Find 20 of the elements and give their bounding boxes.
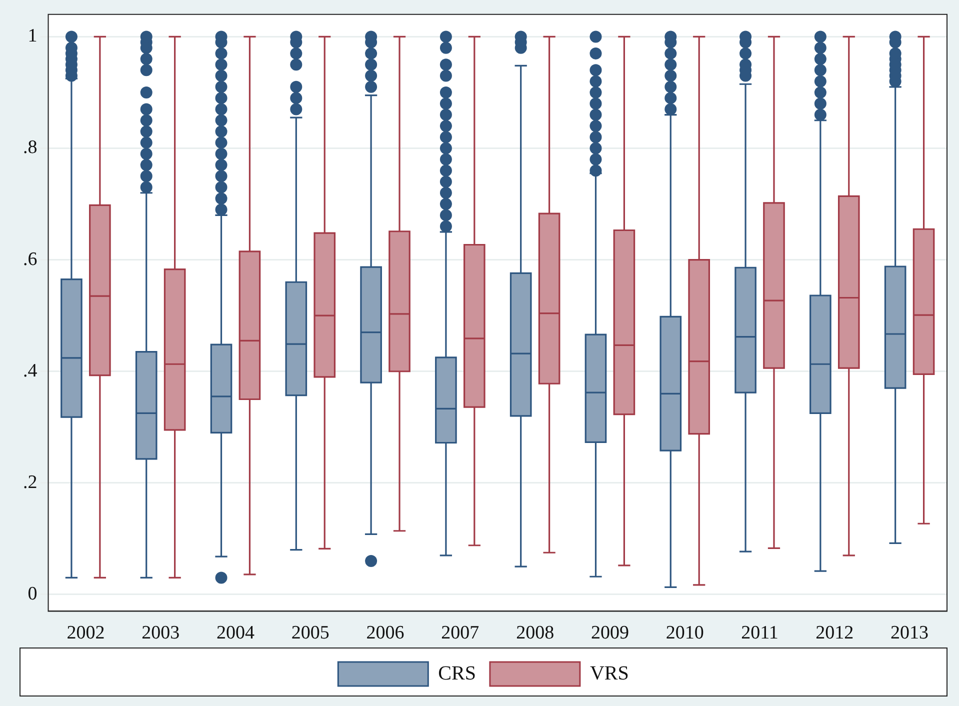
y-tick-label: 1: [28, 26, 38, 47]
x-tick-label: 2013: [890, 622, 929, 644]
x-tick-label: 2003: [142, 622, 180, 644]
x-tick-label: 2012: [816, 622, 854, 644]
x-tick-label: 2002: [66, 622, 105, 644]
x-tick-label: 2011: [741, 622, 778, 644]
x-tick-label: 2008: [516, 622, 554, 644]
legend-label: VRS: [590, 662, 629, 684]
x-tick-label: 2004: [216, 622, 255, 644]
x-tick-label: 2006: [366, 622, 404, 644]
x-tick-label: 2007: [441, 622, 480, 644]
legend-label: CRS: [438, 662, 476, 684]
x-tick-label: 2009: [590, 622, 629, 644]
y-tick-label: 0: [28, 583, 38, 604]
x-tick-label: 2005: [291, 622, 330, 644]
y-tick-label: .2: [23, 472, 38, 493]
y-tick-label: .6: [23, 248, 38, 270]
x-tick-label: 2010: [666, 622, 704, 644]
y-tick-label: .4: [23, 360, 38, 382]
y-tick-label: .8: [23, 137, 38, 158]
